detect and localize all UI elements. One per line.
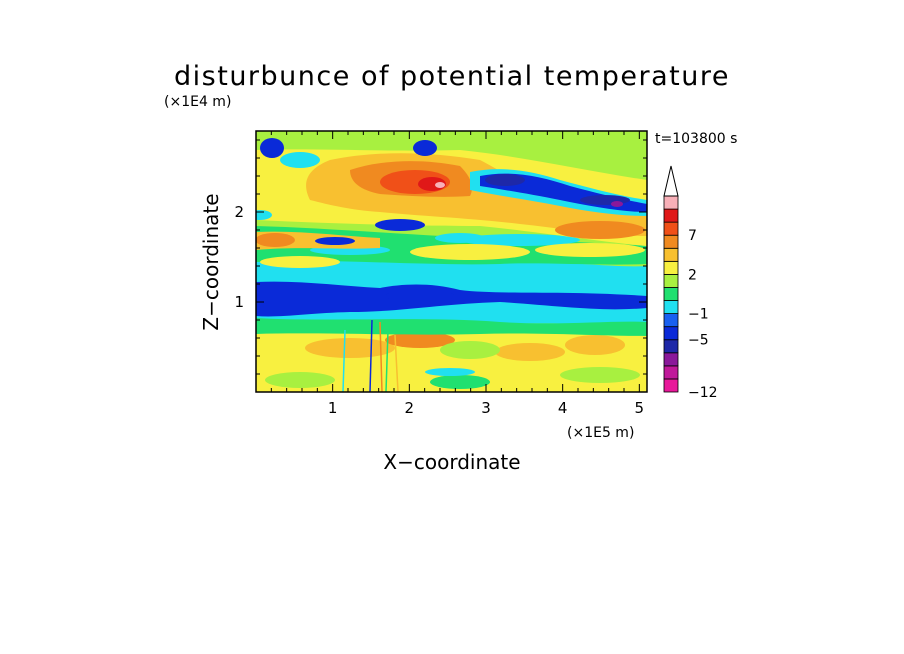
patch-lower-green-1 (440, 341, 500, 359)
patch-blue-1b (315, 237, 355, 245)
colorbar-box (663, 352, 679, 367)
patch-pink-1 (435, 182, 445, 188)
colorbar-box (663, 378, 679, 393)
x-tick-label: 4 (558, 399, 568, 417)
colorbar-box (663, 300, 679, 314)
patch-cyan-2b (435, 233, 485, 243)
chart-title: disturbunce of potential temperature (174, 61, 730, 92)
patch-navy-1 (485, 174, 525, 186)
contour-field (256, 131, 647, 392)
patch-yellow-1 (410, 244, 530, 260)
patch-lower-orange-2 (495, 343, 565, 361)
patch-lower-orange-4 (385, 332, 455, 348)
patch-blue-left-top (260, 138, 284, 158)
x-tick-label: 5 (635, 399, 645, 417)
patch-lower-cyan-1 (425, 368, 475, 376)
y-tick-label: 1 (234, 293, 244, 311)
patch-yellow-3 (260, 256, 340, 268)
colorbar-box (663, 287, 679, 301)
patch-lower-green-2 (265, 372, 335, 388)
patch-blue-mid-top (413, 140, 437, 156)
colorbar-box (663, 260, 679, 275)
patch-cyan-2 (460, 234, 580, 246)
colorbar-tick-label: 2 (688, 267, 697, 283)
y-axis-label: Z−coordinate (199, 193, 223, 330)
patch-cyan-left-top (280, 152, 320, 168)
y-scale-label: (×1E4 m) (164, 94, 231, 110)
patch-yellow-2 (535, 243, 645, 257)
colorbar-box (663, 273, 679, 288)
patch-lower-green-4 (430, 375, 490, 389)
band-low-green (256, 318, 647, 336)
colorbar-box (663, 313, 679, 328)
x-tick-label: 2 (405, 399, 415, 417)
colorbar-tick-label: −12 (688, 385, 718, 401)
x-tick-label: 3 (481, 399, 491, 417)
colorbar: −12−5−127 (663, 165, 718, 401)
colorbar-tick-label: 7 (688, 228, 697, 244)
colorbar-box (663, 326, 679, 341)
colorbar-box (663, 221, 679, 236)
patch-mid-blue-2 (515, 295, 605, 305)
patch-lower-green-3 (560, 367, 640, 383)
gravity-wave-streaks (342, 319, 399, 392)
colorbar-box (663, 339, 679, 354)
colorbar-box (663, 195, 679, 210)
patch-lower-orange-1 (305, 338, 395, 358)
colorbar-extend-arrow (663, 165, 679, 197)
colorbar-tick-label: −5 (688, 333, 709, 349)
colorbar-box (663, 365, 679, 380)
patch-lower-orange-3 (565, 335, 625, 355)
x-axis-label: X−coordinate (383, 450, 520, 474)
y-tick-label: 2 (234, 203, 244, 221)
patch-purple-1 (611, 201, 623, 207)
patch-orange-right (555, 221, 645, 239)
colorbar-box (663, 208, 679, 223)
patch-mid-blue-1 (385, 290, 455, 302)
colorbar-box (663, 247, 679, 262)
band-mid-blue (256, 281, 647, 317)
time-label: t=103800 s (655, 131, 737, 147)
patch-blue-2b (375, 219, 425, 231)
x-scale-label: (×1E5 m) (567, 425, 634, 441)
patch-orange-left (256, 233, 295, 247)
x-tick-label: 1 (328, 399, 338, 417)
plot-frame (255, 130, 648, 393)
patch-cyan-1b (256, 210, 272, 220)
x-axis-ticks: 1 2 3 4 5 (270, 131, 645, 417)
colorbar-box (663, 234, 679, 249)
y-axis-ticks: 12 (234, 139, 647, 375)
colorbar-tick-label: −1 (688, 307, 709, 323)
